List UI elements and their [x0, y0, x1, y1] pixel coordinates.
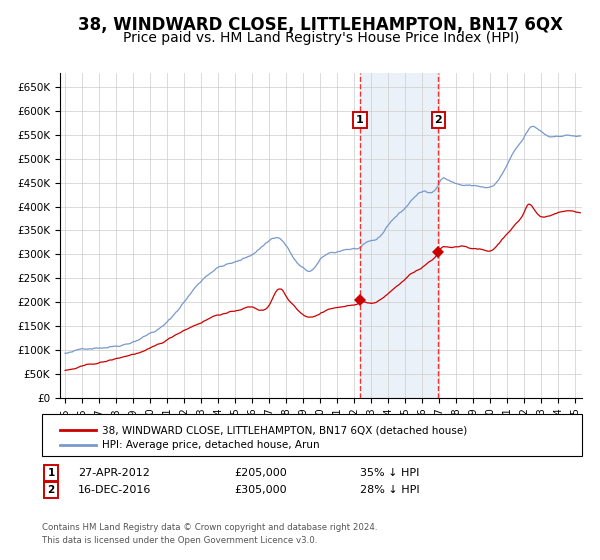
Text: Contains HM Land Registry data © Crown copyright and database right 2024.: Contains HM Land Registry data © Crown c…: [42, 523, 377, 532]
Text: 38, WINDWARD CLOSE, LITTLEHAMPTON, BN17 6QX (detached house): 38, WINDWARD CLOSE, LITTLEHAMPTON, BN17 …: [102, 425, 467, 435]
Text: 28% ↓ HPI: 28% ↓ HPI: [360, 485, 419, 495]
Text: 16-DEC-2016: 16-DEC-2016: [78, 485, 151, 495]
Text: £305,000: £305,000: [234, 485, 287, 495]
Text: £205,000: £205,000: [234, 468, 287, 478]
Text: 35% ↓ HPI: 35% ↓ HPI: [360, 468, 419, 478]
Text: Price paid vs. HM Land Registry's House Price Index (HPI): Price paid vs. HM Land Registry's House …: [123, 30, 519, 45]
Text: 2: 2: [47, 485, 55, 495]
Text: 38, WINDWARD CLOSE, LITTLEHAMPTON, BN17 6QX: 38, WINDWARD CLOSE, LITTLEHAMPTON, BN17 …: [79, 16, 563, 34]
Text: 1: 1: [356, 115, 364, 125]
Bar: [359, 73, 439, 398]
Text: 1: 1: [47, 468, 55, 478]
Text: 27-APR-2012: 27-APR-2012: [78, 468, 150, 478]
Text: 2: 2: [434, 115, 442, 125]
Text: HPI: Average price, detached house, Arun: HPI: Average price, detached house, Arun: [102, 440, 320, 450]
Text: This data is licensed under the Open Government Licence v3.0.: This data is licensed under the Open Gov…: [42, 536, 317, 545]
